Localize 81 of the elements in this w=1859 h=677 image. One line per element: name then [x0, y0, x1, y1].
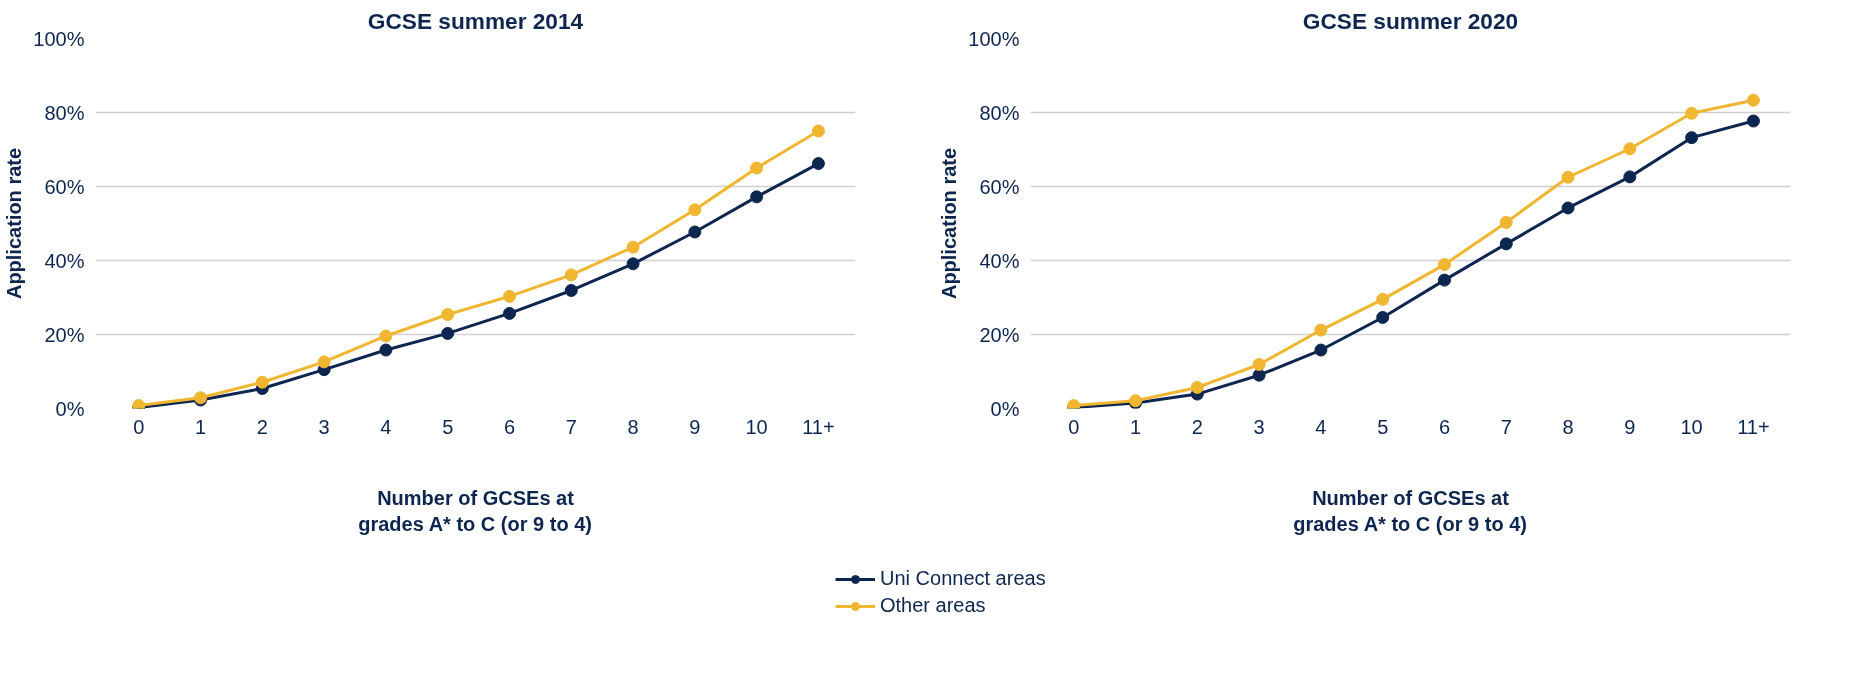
point	[1499, 215, 1513, 229]
point	[1376, 292, 1390, 306]
point	[1685, 106, 1699, 120]
point	[1623, 170, 1637, 184]
y-tick-label: 0%	[55, 397, 85, 420]
x-tick-label: 10	[745, 415, 768, 438]
point	[750, 161, 764, 175]
x-tick-label: 10	[1680, 415, 1703, 438]
point	[626, 257, 640, 271]
x-tick-label: 3	[318, 415, 330, 438]
point	[379, 343, 393, 357]
point	[626, 240, 640, 254]
point	[1376, 310, 1390, 324]
point	[1437, 273, 1451, 287]
y-tick-label: 80%	[44, 101, 85, 124]
y-tick-label: 100%	[968, 27, 1020, 50]
x-tick-label: 1	[194, 415, 207, 438]
y-tick-label: 80%	[979, 101, 1020, 124]
x-tick-label: 7	[565, 415, 577, 438]
point	[1561, 170, 1575, 184]
x-tick-label: 11+	[1737, 415, 1770, 438]
x-tick-label: 9	[689, 415, 701, 438]
x-tick-label: 3	[1253, 415, 1265, 438]
x-tick-label: 0	[133, 415, 145, 438]
x-tick-label: 8	[627, 415, 639, 438]
point	[1746, 93, 1760, 107]
point	[502, 306, 516, 320]
point	[441, 308, 455, 322]
x-tick-label: 9	[1624, 415, 1636, 438]
y-tick-label: 20%	[44, 323, 85, 346]
x-tick-label: 6	[1438, 415, 1451, 438]
y-tick-label: 100%	[33, 27, 85, 50]
y-axis-title: Application rate	[938, 147, 961, 300]
y-tick-label: 40%	[979, 249, 1020, 272]
y-axis-title: Application rate	[3, 147, 26, 300]
x-tick-label: 2	[256, 415, 268, 438]
x-tick-label: 4	[1315, 415, 1327, 438]
x-tick-label: 5	[1377, 415, 1389, 438]
point	[811, 124, 825, 138]
point	[564, 268, 578, 282]
point	[1314, 323, 1328, 337]
x-tick-label: 6	[503, 415, 516, 438]
point	[811, 157, 825, 171]
point	[688, 225, 702, 239]
x-tick-label: 4	[380, 415, 392, 438]
point	[317, 355, 331, 369]
y-tick-label: 60%	[979, 175, 1020, 198]
x-tick-label: 5	[442, 415, 454, 438]
point	[564, 283, 578, 297]
x-tick-label: 11+	[802, 415, 835, 438]
x-axis-title: Number of GCSEs at grades A* to C (or 9 to 4)	[1293, 486, 1527, 535]
y-tick-label: 40%	[44, 249, 85, 272]
point	[1746, 114, 1760, 128]
point	[1252, 368, 1266, 382]
point	[441, 326, 455, 340]
y-tick-label: 60%	[44, 175, 85, 198]
point	[1252, 357, 1266, 371]
point	[750, 190, 764, 204]
point	[1314, 343, 1328, 357]
y-tick-label: 20%	[979, 323, 1020, 346]
legend-label: Uni Connect areas	[880, 567, 1046, 590]
x-tick-label: 0	[1068, 415, 1080, 438]
x-tick-label: 8	[1562, 415, 1574, 438]
legend-label: Other areas	[880, 594, 986, 617]
y-tick-label: 0%	[990, 397, 1020, 420]
x-axis-title: Number of GCSEs at grades A* to C (or 9 to 4)	[358, 486, 592, 535]
chart-title: GCSE summer 2020	[1302, 7, 1519, 34]
x-tick-label: 7	[1500, 415, 1512, 438]
point	[502, 289, 516, 303]
point	[1499, 237, 1513, 251]
point	[255, 375, 269, 389]
point	[1623, 142, 1637, 156]
point	[1437, 258, 1451, 272]
point	[1561, 201, 1575, 215]
chart-title: GCSE summer 2014	[367, 7, 584, 34]
x-tick-label: 2	[1191, 415, 1203, 438]
point	[379, 329, 393, 343]
point	[1685, 131, 1699, 145]
point	[1190, 380, 1204, 394]
point	[688, 203, 702, 217]
x-tick-label: 1	[1129, 415, 1142, 438]
